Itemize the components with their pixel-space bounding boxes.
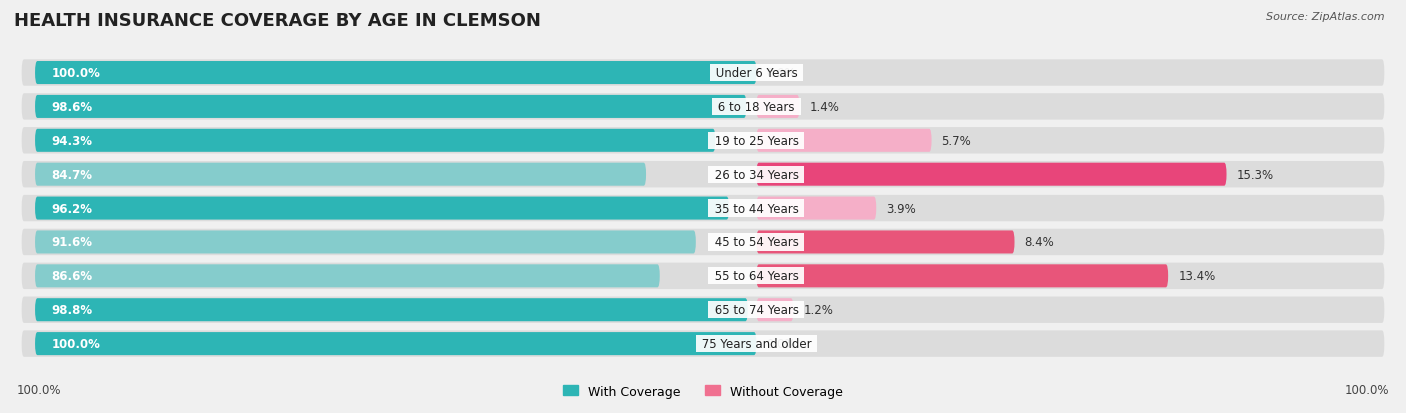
Text: 84.7%: 84.7% (52, 168, 93, 181)
FancyBboxPatch shape (756, 96, 800, 119)
Text: 75 Years and older: 75 Years and older (697, 337, 815, 350)
FancyBboxPatch shape (21, 161, 1385, 188)
Text: 45 to 54 Years: 45 to 54 Years (710, 236, 803, 249)
Text: 100.0%: 100.0% (17, 384, 62, 396)
Text: 98.6%: 98.6% (52, 101, 93, 114)
Text: Under 6 Years: Under 6 Years (711, 67, 801, 80)
FancyBboxPatch shape (21, 263, 1385, 290)
Text: 55 to 64 Years: 55 to 64 Years (710, 270, 803, 282)
FancyBboxPatch shape (35, 299, 748, 321)
Text: 6 to 18 Years: 6 to 18 Years (714, 101, 799, 114)
Text: 3.9%: 3.9% (886, 202, 917, 215)
FancyBboxPatch shape (21, 94, 1385, 120)
FancyBboxPatch shape (756, 231, 1015, 254)
Text: 96.2%: 96.2% (52, 202, 93, 215)
Text: 15.3%: 15.3% (1236, 168, 1274, 181)
Text: 100.0%: 100.0% (1344, 384, 1389, 396)
FancyBboxPatch shape (756, 265, 1168, 288)
Text: 98.8%: 98.8% (52, 304, 93, 316)
Text: 1.2%: 1.2% (803, 304, 834, 316)
FancyBboxPatch shape (756, 129, 932, 152)
Text: Source: ZipAtlas.com: Source: ZipAtlas.com (1267, 12, 1385, 22)
FancyBboxPatch shape (756, 299, 793, 321)
Text: 0.0%: 0.0% (766, 67, 796, 80)
Text: 65 to 74 Years: 65 to 74 Years (710, 304, 803, 316)
Text: 35 to 44 Years: 35 to 44 Years (710, 202, 803, 215)
Text: 26 to 34 Years: 26 to 34 Years (710, 168, 803, 181)
Text: 19 to 25 Years: 19 to 25 Years (710, 135, 803, 147)
Text: 100.0%: 100.0% (52, 67, 101, 80)
FancyBboxPatch shape (35, 231, 696, 254)
Text: 86.6%: 86.6% (52, 270, 93, 282)
FancyBboxPatch shape (21, 229, 1385, 256)
Text: 100.0%: 100.0% (52, 337, 101, 350)
Text: 5.7%: 5.7% (942, 135, 972, 147)
FancyBboxPatch shape (21, 60, 1385, 87)
FancyBboxPatch shape (35, 163, 647, 186)
Text: 8.4%: 8.4% (1025, 236, 1054, 249)
FancyBboxPatch shape (35, 96, 747, 119)
Text: 13.4%: 13.4% (1178, 270, 1215, 282)
FancyBboxPatch shape (35, 332, 756, 355)
FancyBboxPatch shape (35, 197, 730, 220)
Text: 94.3%: 94.3% (52, 135, 93, 147)
FancyBboxPatch shape (35, 265, 659, 288)
Legend: With Coverage, Without Coverage: With Coverage, Without Coverage (558, 380, 848, 403)
FancyBboxPatch shape (21, 297, 1385, 323)
Text: HEALTH INSURANCE COVERAGE BY AGE IN CLEMSON: HEALTH INSURANCE COVERAGE BY AGE IN CLEM… (14, 12, 541, 30)
FancyBboxPatch shape (21, 128, 1385, 154)
FancyBboxPatch shape (35, 62, 756, 85)
Text: 0.0%: 0.0% (766, 337, 796, 350)
FancyBboxPatch shape (35, 129, 716, 152)
FancyBboxPatch shape (21, 195, 1385, 222)
FancyBboxPatch shape (756, 163, 1226, 186)
FancyBboxPatch shape (756, 197, 876, 220)
FancyBboxPatch shape (21, 330, 1385, 357)
Text: 91.6%: 91.6% (52, 236, 93, 249)
Text: 1.4%: 1.4% (810, 101, 839, 114)
